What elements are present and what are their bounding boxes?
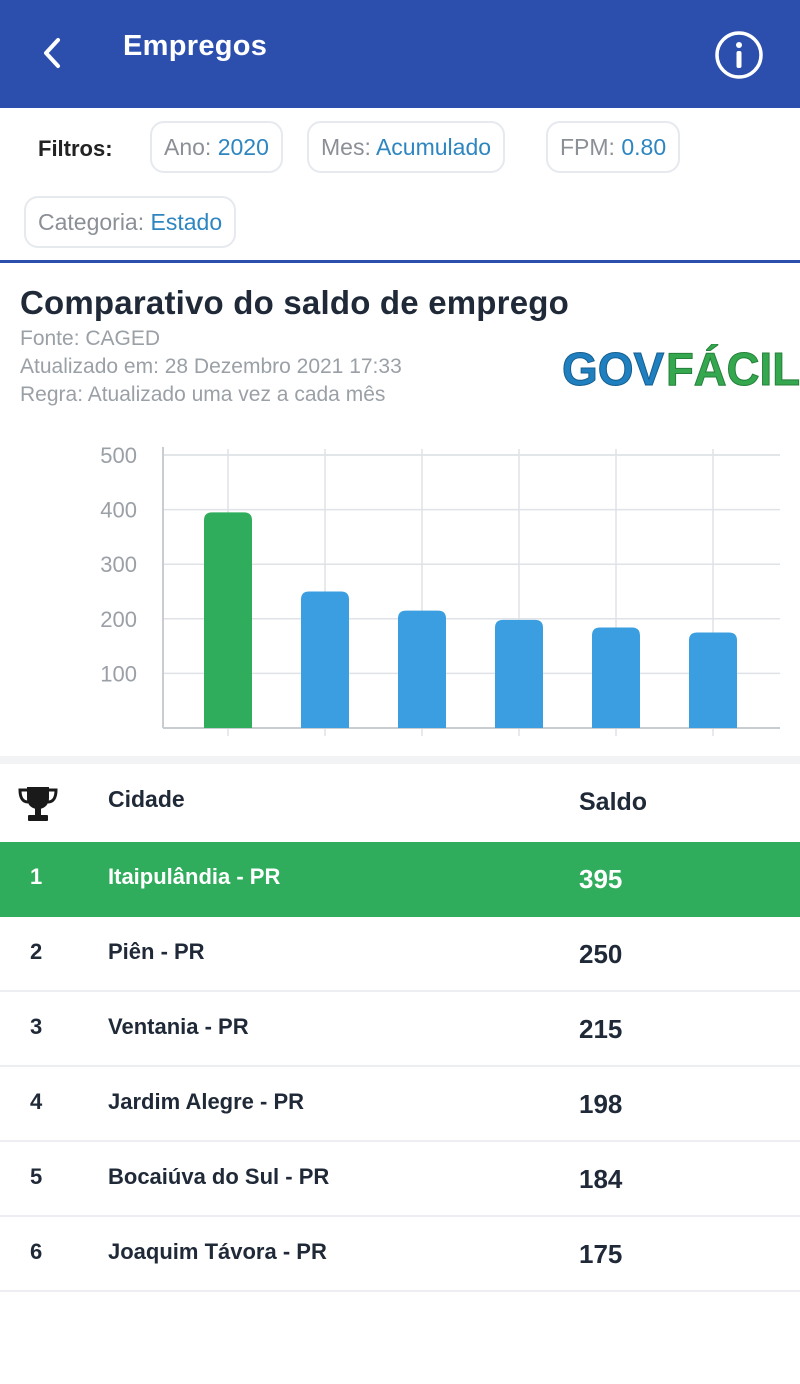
row-saldo: 250 bbox=[579, 939, 623, 969]
row-city: Ventania - PR bbox=[108, 1014, 249, 1039]
row-city: Piên - PR bbox=[108, 939, 205, 964]
page-title: Empregos bbox=[123, 30, 268, 62]
y-tick-label: 300 bbox=[100, 552, 137, 577]
table-row[interactable]: 4 Jardim Alegre - PR 198 bbox=[0, 1067, 800, 1142]
row-rank: 4 bbox=[30, 1089, 43, 1114]
y-tick-label: 200 bbox=[100, 607, 137, 632]
rule-text: Regra: Atualizado uma vez a cada mês bbox=[20, 383, 386, 406]
bar bbox=[495, 619, 543, 728]
chart-title: Comparativo do saldo de emprego bbox=[20, 284, 569, 321]
chevron-left-icon bbox=[44, 38, 60, 68]
y-tick-label: 100 bbox=[100, 661, 137, 686]
table-row[interactable]: 1 Itaipulândia - PR 395 bbox=[0, 842, 800, 917]
filter-ano-value: 2020 bbox=[217, 134, 269, 160]
row-rank: 5 bbox=[30, 1164, 43, 1189]
table-row[interactable]: 6 Joaquim Távora - PR 175 bbox=[0, 1217, 800, 1292]
bar bbox=[592, 627, 640, 728]
updated-text: Atualizado em: 28 Dezembro 2021 17:33 bbox=[20, 355, 402, 378]
row-city: Joaquim Távora - PR bbox=[108, 1239, 327, 1264]
filter-fpm-chip[interactable]: FPM: 0.80 bbox=[546, 121, 681, 173]
table-row[interactable]: 5 Bocaiúva do Sul - PR 184 bbox=[0, 1142, 800, 1217]
filters-bar: Filtros: Ano: 2020 Mes: Acumulado FPM: 0… bbox=[0, 108, 800, 262]
filter-categoria-key: Categoria: bbox=[38, 209, 145, 235]
row-rank: 2 bbox=[30, 939, 43, 964]
table-row[interactable]: 3 Ventania - PR 215 bbox=[0, 992, 800, 1067]
row-rank: 6 bbox=[30, 1239, 43, 1264]
govfacil-logo: GOV FÁCIL bbox=[562, 344, 800, 394]
y-tick-label: 400 bbox=[100, 498, 137, 523]
row-city: Itaipulândia - PR bbox=[108, 864, 281, 889]
filter-categoria-value: Estado bbox=[150, 209, 223, 235]
row-saldo: 395 bbox=[579, 864, 623, 894]
section-divider bbox=[0, 260, 800, 263]
filter-fpm-value: 0.80 bbox=[621, 134, 667, 160]
filter-mes-chip[interactable]: Mes: Acumulado bbox=[307, 121, 506, 173]
filter-fpm-key: FPM: bbox=[560, 134, 615, 160]
row-rank: 1 bbox=[30, 864, 43, 889]
logo-text-facil: FÁCIL bbox=[666, 344, 800, 394]
row-saldo: 215 bbox=[579, 1014, 623, 1044]
bar bbox=[204, 512, 252, 728]
bar bbox=[301, 591, 349, 728]
source-text: Fonte: CAGED bbox=[20, 327, 161, 350]
filter-mes-key: Mes: bbox=[321, 134, 371, 160]
row-rank: 3 bbox=[30, 1014, 43, 1039]
row-city: Bocaiúva do Sul - PR bbox=[108, 1164, 330, 1189]
y-tick-label: 500 bbox=[100, 443, 137, 468]
info-circle-icon bbox=[715, 31, 763, 79]
chart-section-bottom bbox=[0, 756, 800, 764]
filter-ano-chip[interactable]: Ano: 2020 bbox=[150, 121, 283, 173]
app-bar: Empregos bbox=[0, 0, 800, 108]
column-header-saldo[interactable]: Saldo bbox=[579, 788, 648, 816]
filter-mes-value: Acumulado bbox=[375, 134, 492, 160]
column-header-cidade[interactable]: Cidade bbox=[108, 786, 185, 812]
info-button[interactable] bbox=[714, 30, 764, 80]
bar bbox=[689, 632, 737, 728]
row-saldo: 184 bbox=[579, 1164, 623, 1194]
row-city: Jardim Alegre - PR bbox=[108, 1089, 305, 1114]
back-button[interactable] bbox=[34, 30, 74, 76]
filter-categoria-chip[interactable]: Categoria: Estado bbox=[24, 196, 237, 248]
row-saldo: 198 bbox=[579, 1089, 623, 1119]
table-row[interactable]: 2 Piên - PR 250 bbox=[0, 917, 800, 992]
bar-chart: 100 200 300 400 500 bbox=[100, 443, 780, 736]
bar bbox=[398, 610, 446, 728]
trophy-icon bbox=[18, 787, 58, 821]
filter-ano-key: Ano: bbox=[164, 134, 212, 160]
logo-text-gov: GOV bbox=[562, 344, 665, 394]
table-header: Cidade Saldo bbox=[0, 764, 800, 842]
row-saldo: 175 bbox=[579, 1239, 623, 1269]
filters-label: Filtros: bbox=[38, 136, 113, 161]
